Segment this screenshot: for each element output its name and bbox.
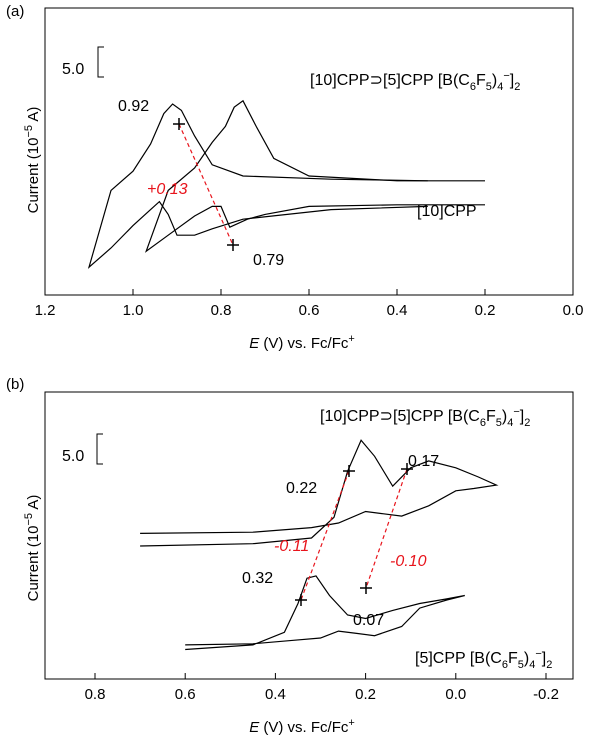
panel-b-x-tick-label: 0.4 [265,686,286,703]
panel-a-y-axis-title: Current (10−5 A) [23,107,42,214]
panel-a-scale-bar: 5.0 [62,46,104,78]
panel-a-x-tick-label: 0.6 [299,302,320,319]
panel-a-annotation-shift: +0.13 [147,181,188,198]
panel-b-marker-0.32 [295,594,307,606]
panel-b-curve-10cpp-5cpp-complex [140,439,499,547]
panel-b-x-tick-label: 0.2 [355,686,376,703]
panel-a-curve-10cpp-5cpp-complex [87,103,428,269]
panel-b-marker-0.22 [343,465,355,477]
panel-b-curve-5cpp [185,575,465,651]
panel-b-annotation-shift-1: -0.11 [274,538,309,555]
panel-a-x-tick-label: 0.8 [211,302,232,319]
panel-b-x-tick-label: 0.8 [85,686,106,703]
panel-a-x-ticks: 1.2 1.0 0.8 0.6 0.4 0.2 0.0 [35,289,584,319]
panel-a-x-tick-label: 1.0 [123,302,144,319]
panel-a-annotation-0.79: 0.79 [253,252,284,269]
panel-a-x-tick-label: 1.2 [35,302,56,319]
panel-a-annotation-0.92: 0.92 [118,98,149,115]
panel-a-scale-bar-label: 5.0 [62,61,84,78]
panel-b-series-label-complex: [10]CPP⊃[5]CPP [B(C6F5)4−]2 [320,406,530,429]
panel-b-scale-bar-label: 5.0 [62,448,84,465]
panel-b-x-tick-label: 0.0 [445,686,466,703]
panel-b-x-axis-title: E (V) vs. Fc/Fc+ [249,717,355,736]
panel-b-marker-0.17 [401,463,413,475]
panel-b-annotation-0.22: 0.22 [286,480,317,497]
panel-b-marker-0.07 [360,582,372,594]
panel-b-scale-bar: 5.0 [62,433,103,465]
panel-a-x-axis-title: E (V) vs. Fc/Fc+ [249,333,355,352]
panel-a-x-tick-label: 0.4 [387,302,408,319]
panel-b-annotation-0.32: 0.32 [242,570,273,587]
panel-a: (a) 1.2 1.0 0.8 0.6 0.4 0.2 0.0 E (V) vs. Fc/F… [6,3,583,352]
panel-a-marker-0.92 [173,118,185,130]
panel-b-plot-frame [44,391,574,680]
panel-b-y-axis-title: Current (10−5 A) [23,495,42,602]
panel-a-series-label-complex: [10]CPP⊃[5]CPP [B(C6F5)4−]2 [310,70,520,93]
panel-b-label: (b) [6,376,24,393]
panel-b: (b) 0.8 0.6 0.4 0.2 0.0 -0.2 E (V) vs. Fc/Fc+… [6,376,574,736]
panel-b-annotation-shift-2: -0.10 [390,553,427,570]
panel-a-x-tick-label: 0.0 [563,302,584,319]
panel-a-plot-frame [44,7,574,296]
panel-a-x-tick-label: 0.2 [475,302,496,319]
panel-a-label: (a) [6,3,24,20]
panel-b-x-tick-label: 0.6 [175,686,196,703]
panel-b-annotation-0.07: 0.07 [353,612,384,629]
panel-a-series-label-10cpp: [10]CPP [417,203,477,220]
panel-b-shift-connector-1 [300,470,350,601]
panel-b-series-label-5cpp: [5]CPP [B(C6F5)4−]2 [415,648,552,671]
panel-a-marker-0.79 [227,239,239,251]
panel-b-shift-connector-2 [365,468,408,589]
panel-a-shift-connector [178,123,234,246]
panel-a-curve-10cpp [144,99,485,253]
panel-b-annotation-0.17: 0.17 [408,453,439,470]
panel-b-x-tick-label: -0.2 [533,686,559,703]
panel-b-x-ticks: 0.8 0.6 0.4 0.2 0.0 -0.2 [85,673,559,703]
